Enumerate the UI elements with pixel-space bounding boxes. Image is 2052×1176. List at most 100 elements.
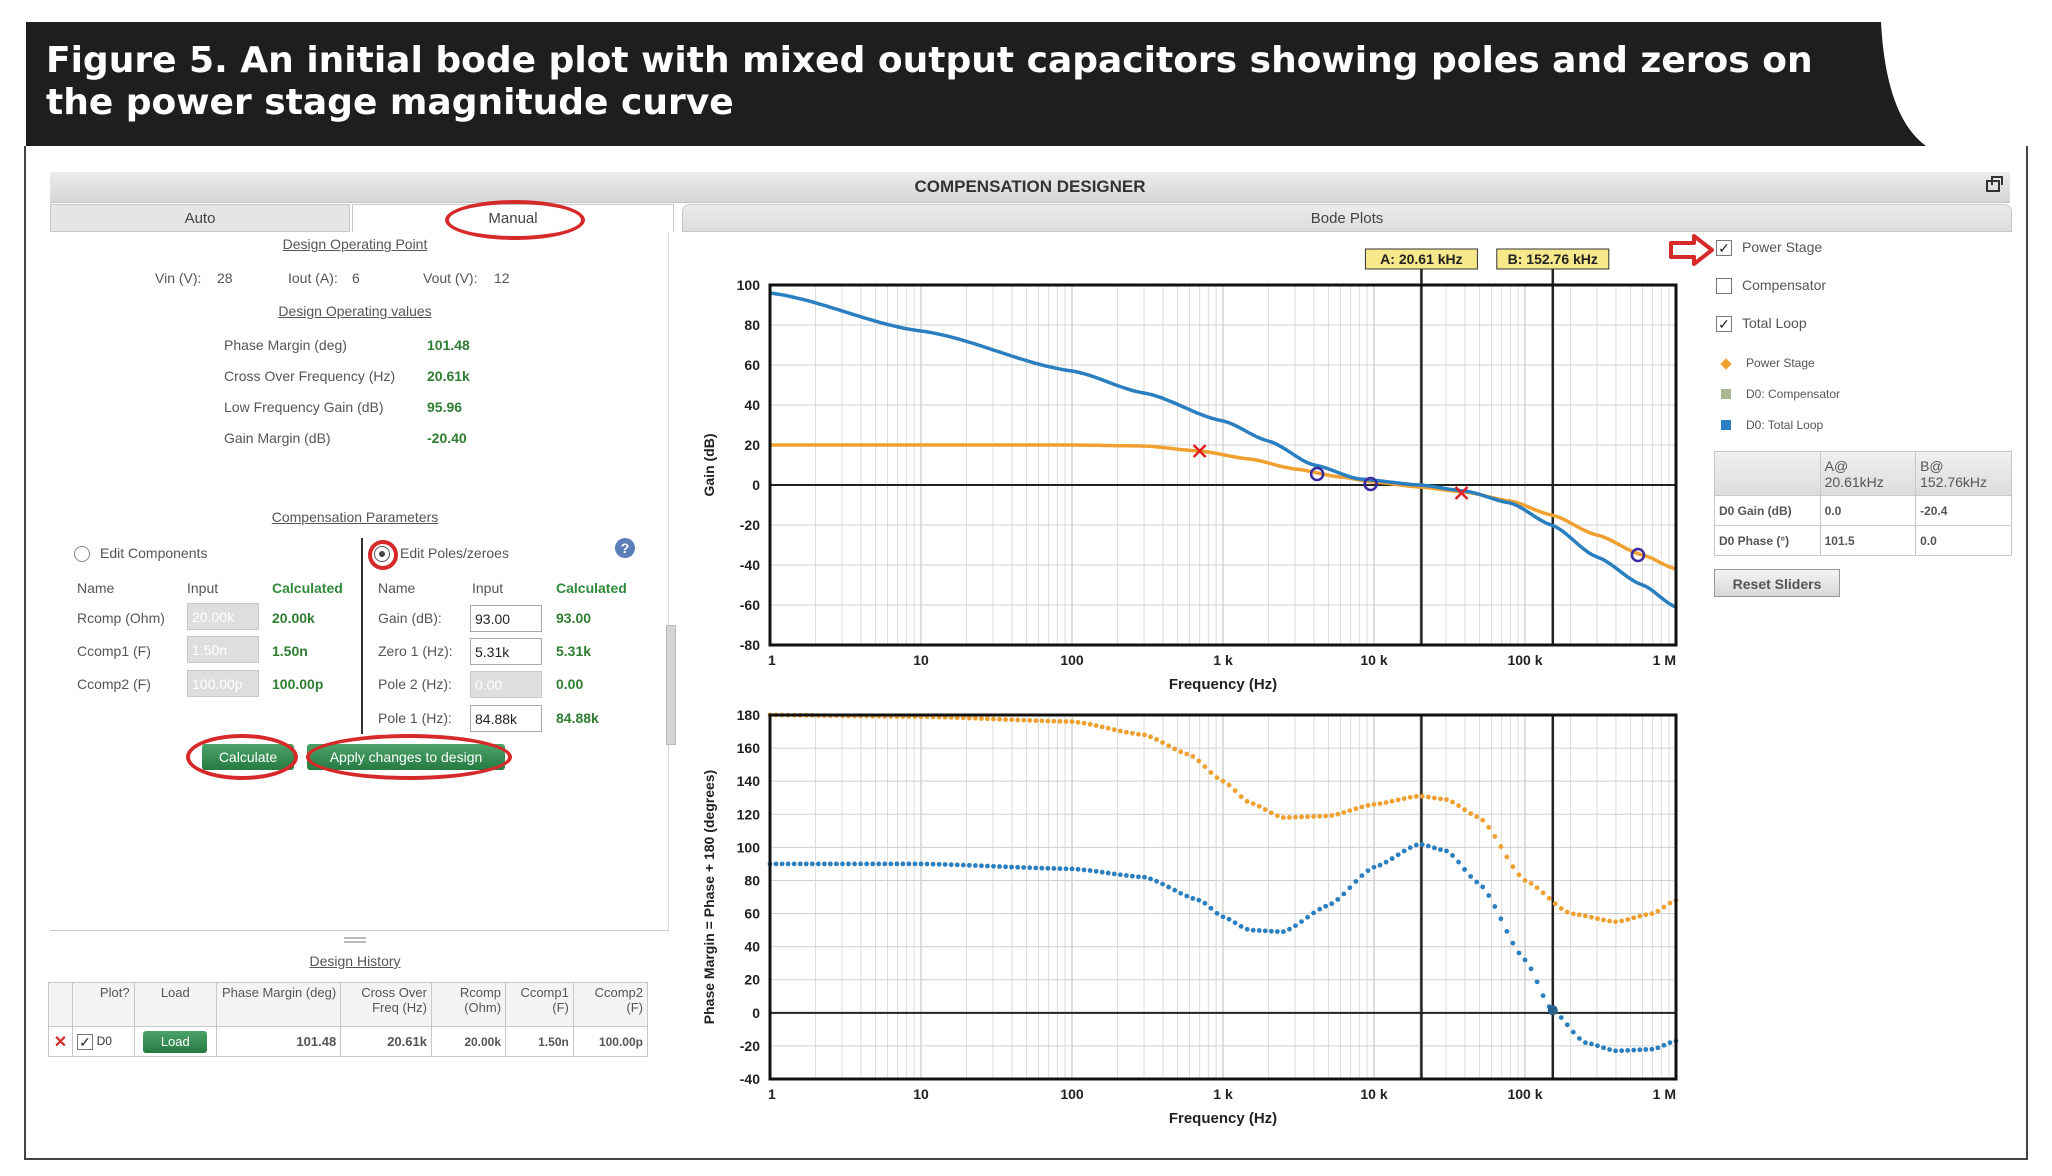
pole2-input[interactable]: 0.00 bbox=[470, 671, 542, 698]
series-point-total-loop bbox=[1371, 864, 1377, 870]
series-point-total-loop bbox=[1359, 873, 1365, 878]
history-load-cell: Load bbox=[133, 1026, 218, 1057]
plot-border bbox=[768, 283, 1678, 647]
series-point-total-loop bbox=[1250, 927, 1256, 933]
series-point-total-loop bbox=[1256, 928, 1262, 933]
x-tick-label: 1 M bbox=[1653, 652, 1676, 668]
ccomp2-calc: 100.00p bbox=[272, 676, 324, 692]
power-stage-checkbox[interactable]: ✓ bbox=[1716, 240, 1732, 256]
total-loop-checkbox[interactable]: ✓ bbox=[1716, 316, 1732, 332]
series-point-power-stage bbox=[997, 716, 1002, 722]
zero1-input[interactable]: 5.31k bbox=[470, 638, 542, 665]
gain-db-input[interactable]: 93.00 bbox=[470, 605, 542, 632]
history-table: Plot? Load Phase Margin (deg) Cross Over… bbox=[48, 982, 649, 1057]
series-point-power-stage bbox=[1383, 800, 1389, 805]
cursor-phase-label: D0 Phase (°) bbox=[1714, 525, 1821, 556]
series-point-total-loop bbox=[1244, 926, 1250, 932]
series-point-total-loop bbox=[1027, 865, 1033, 871]
help-icon[interactable]: ? bbox=[615, 538, 635, 558]
series-point-power-stage bbox=[1184, 751, 1190, 757]
series-point-total-loop bbox=[1595, 1043, 1600, 1049]
series-point-total-loop bbox=[1238, 923, 1244, 929]
y-tick-label: 120 bbox=[737, 806, 761, 822]
x-tick-label: 1 bbox=[768, 1086, 776, 1102]
series-point-total-loop bbox=[876, 861, 882, 867]
edit-components-radio[interactable] bbox=[74, 546, 90, 562]
low-freq-gain-value: 95.96 bbox=[427, 399, 463, 415]
series-point-power-stage bbox=[966, 715, 972, 721]
edit-poles-radio[interactable] bbox=[374, 546, 390, 562]
series-point-total-loop bbox=[1305, 914, 1310, 920]
series-point-total-loop bbox=[1196, 897, 1202, 903]
calculate-button[interactable]: Calculate bbox=[202, 744, 294, 770]
series-point-total-loop bbox=[1607, 1047, 1612, 1052]
history-load-button[interactable]: Load bbox=[143, 1030, 208, 1053]
series-point-power-stage bbox=[1347, 808, 1353, 813]
series-point-total-loop bbox=[1093, 868, 1099, 874]
series-point-total-loop bbox=[1045, 865, 1051, 871]
gain-db-calc: 93.00 bbox=[556, 610, 592, 626]
series-point-power-stage bbox=[1564, 909, 1570, 915]
history-col-blank bbox=[48, 982, 73, 1027]
window-restore-icon[interactable] bbox=[1986, 176, 2003, 192]
reset-sliders-button[interactable]: Reset Sliders bbox=[1714, 569, 1840, 597]
series-point-total-loop bbox=[900, 861, 906, 867]
tab-bode-plots[interactable]: Bode Plots bbox=[682, 204, 2012, 232]
key-power-label: Power Stage bbox=[1746, 356, 1815, 370]
series-point-total-loop bbox=[1220, 914, 1226, 920]
series-point-total-loop bbox=[1631, 1047, 1637, 1053]
series-point-power-stage bbox=[1069, 719, 1075, 725]
splitter-handle[interactable] bbox=[666, 625, 676, 745]
series-point-total-loop bbox=[1570, 1029, 1576, 1035]
series-point-total-loop bbox=[1311, 910, 1316, 916]
history-grip[interactable] bbox=[344, 937, 366, 943]
cursor-table: A@ 20.61kHz B@ 152.76kHz D0 Gain (dB) 0.… bbox=[1714, 451, 2012, 556]
components-col-calc: Calculated bbox=[272, 580, 343, 596]
series-point-power-stage bbox=[1625, 917, 1631, 922]
series-point-total-loop bbox=[948, 862, 954, 868]
ccomp2-input[interactable]: 100.00p bbox=[187, 670, 259, 697]
compensator-checkbox[interactable] bbox=[1716, 278, 1732, 294]
series-point-power-stage bbox=[1244, 799, 1250, 804]
series-point-total-loop bbox=[1341, 891, 1347, 897]
pole1-input[interactable]: 84.88k bbox=[470, 705, 542, 732]
zero-marker-icon bbox=[1309, 466, 1325, 482]
series-point-power-stage bbox=[991, 716, 996, 722]
series-point-total-loop bbox=[936, 861, 942, 867]
series-point-power-stage bbox=[1643, 912, 1649, 918]
rcomp-input[interactable]: 20.00k bbox=[187, 603, 259, 630]
x-tick-label: 100 bbox=[1060, 1086, 1084, 1102]
operating-values-heading: Design Operating values bbox=[278, 303, 432, 319]
series-point-total-loop bbox=[1039, 865, 1045, 871]
poles-col-name: Name bbox=[378, 580, 416, 596]
history-delete-icon[interactable]: ✕ bbox=[48, 1026, 73, 1057]
y-tick-label: 20 bbox=[744, 437, 760, 453]
series-point-total-loop bbox=[924, 861, 930, 867]
series-point-power-stage bbox=[1534, 885, 1540, 891]
tab-manual[interactable]: Manual bbox=[352, 204, 674, 232]
y-tick-label: 80 bbox=[744, 317, 760, 333]
series-point-power-stage bbox=[1540, 890, 1546, 896]
series-point-total-loop bbox=[1516, 950, 1522, 956]
series-point-power-stage bbox=[1619, 918, 1625, 924]
series-point-power-stage bbox=[979, 716, 984, 721]
series-point-power-stage bbox=[1583, 913, 1588, 919]
apply-changes-button[interactable]: Apply changes to design bbox=[307, 744, 505, 770]
history-col-fc: Cross Over Freq (Hz) bbox=[340, 982, 432, 1027]
series-point-total-loop bbox=[906, 861, 912, 867]
series-point-total-loop bbox=[1130, 873, 1135, 879]
app-header: COMPENSATION DESIGNER bbox=[50, 172, 2010, 203]
history-plot-checkbox[interactable]: ✓ bbox=[77, 1033, 93, 1050]
series-point-power-stage bbox=[1637, 913, 1643, 919]
series-point-power-stage bbox=[1516, 872, 1522, 878]
series-point-power-stage bbox=[1480, 817, 1486, 823]
series-point-power-stage bbox=[1438, 796, 1443, 802]
tab-auto[interactable]: Auto bbox=[50, 204, 350, 232]
ccomp1-input[interactable]: 1.50n bbox=[187, 636, 259, 663]
pole-marker-icon bbox=[1454, 486, 1469, 500]
compensator-label: Compensator bbox=[1742, 277, 1827, 293]
series-point-total-loop bbox=[1063, 866, 1069, 872]
series-point-total-loop bbox=[1540, 993, 1546, 999]
series-point-total-loop bbox=[1281, 929, 1286, 935]
series-point-power-stage bbox=[1099, 724, 1105, 730]
